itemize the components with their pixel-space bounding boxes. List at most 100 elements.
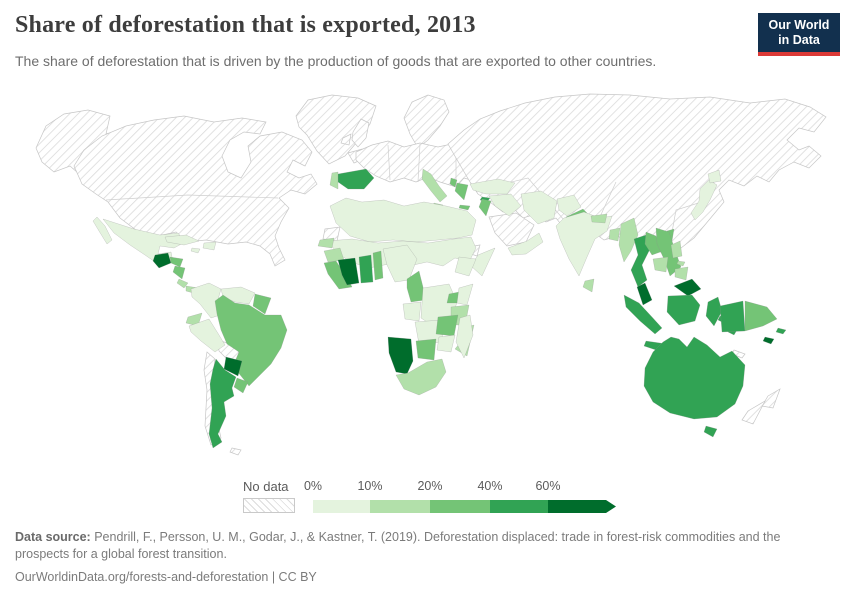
country-indonesia-papua[interactable] (719, 300, 746, 333)
country-senegal[interactable] (317, 237, 335, 249)
country-costa-rica[interactable] (176, 278, 189, 289)
country-nicaragua[interactable] (172, 265, 186, 280)
region-israel-jordan[interactable] (478, 198, 492, 217)
country-united-kingdom[interactable] (351, 118, 370, 148)
country-kenya[interactable] (456, 283, 474, 306)
country-cote-divoire[interactable] (337, 257, 360, 286)
country-australia[interactable] (643, 336, 746, 420)
country-zambia[interactable] (435, 314, 459, 337)
country-philippines-visayas[interactable] (676, 260, 686, 267)
owid-logo[interactable]: Our World in Data (758, 13, 840, 56)
country-namibia[interactable] (387, 336, 414, 375)
country-cambodia[interactable] (652, 256, 669, 273)
map-legend: No data 0% 10% 20% 40% 60% (243, 479, 625, 515)
country-brazil[interactable] (214, 294, 288, 387)
region-guyanas[interactable] (252, 293, 272, 315)
region-yemen-oman[interactable] (507, 232, 544, 256)
country-hispaniola[interactable] (202, 241, 217, 251)
country-malaysia-borneo[interactable] (673, 278, 702, 297)
page-title: Share of deforestation that is exported,… (15, 12, 476, 38)
legend-no-data-swatch[interactable] (243, 498, 295, 513)
us-canada-border (105, 194, 279, 201)
country-mexico-baja[interactable] (92, 216, 113, 245)
country-malaysia-peninsula[interactable] (636, 282, 653, 306)
country-nepal[interactable] (590, 213, 608, 224)
legend-tick-40: 40% (477, 479, 503, 493)
country-zimbabwe[interactable] (436, 334, 456, 353)
country-spain[interactable] (337, 168, 375, 190)
legend-bin-10-20[interactable] (370, 500, 430, 513)
legend-no-data-label: No data (243, 479, 289, 494)
country-guatemala[interactable] (152, 252, 172, 269)
region-sierra-leone-liberia[interactable] (323, 260, 353, 290)
country-madagascar[interactable] (455, 314, 474, 359)
country-papua-new-guinea[interactable] (744, 300, 778, 332)
country-bangladesh[interactable] (608, 227, 621, 242)
country-philippines-mindanao[interactable] (674, 266, 689, 281)
region-syria-iraq[interactable] (488, 193, 522, 217)
owid-url-link[interactable]: OurWorldinData.org/forests-and-deforesta… (15, 570, 317, 584)
legend-bin-40-60[interactable] (490, 500, 548, 513)
country-indonesia-sumatra[interactable] (623, 294, 663, 335)
country-ghana[interactable] (358, 254, 374, 284)
country-turkey[interactable] (469, 178, 516, 195)
country-greece[interactable] (454, 182, 469, 201)
country-crete[interactable] (458, 204, 471, 211)
legend-bin-20-40[interactable] (430, 500, 490, 513)
country-laos[interactable] (644, 231, 664, 256)
country-mexico[interactable] (102, 218, 186, 265)
country-afghanistan[interactable] (556, 194, 582, 217)
country-australia-tasmania[interactable] (703, 425, 718, 438)
country-myanmar[interactable] (618, 217, 639, 263)
region-north-africa[interactable] (329, 197, 477, 243)
country-italy[interactable] (421, 168, 448, 203)
country-indonesia-sulawesi[interactable] (705, 296, 723, 327)
solomon-islands[interactable] (775, 327, 787, 335)
legend-tick-0: 0% (303, 479, 323, 493)
chart-subtitle: The share of deforestation that is drive… (15, 53, 657, 69)
falkland-islands[interactable] (229, 447, 242, 456)
country-new-zealand-south[interactable] (741, 400, 766, 425)
chart-footer: Data source: Pendrill, F., Persson, U. M… (15, 529, 820, 586)
region-scandinavia[interactable] (403, 94, 450, 149)
country-new-zealand-north[interactable] (761, 388, 781, 409)
country-uruguay[interactable] (233, 377, 249, 394)
owid-logo-line2: in Data (778, 33, 820, 47)
country-jamaica[interactable] (190, 247, 201, 254)
country-peru[interactable] (188, 318, 226, 353)
region-togo-benin[interactable] (372, 250, 384, 281)
country-indonesia-kalimantan[interactable] (666, 294, 701, 326)
country-iran[interactable] (520, 190, 558, 225)
country-philippines-luzon[interactable] (670, 240, 683, 259)
country-portugal[interactable] (329, 171, 339, 190)
data-source-note: Data source: Pendrill, F., Persson, U. M… (15, 529, 820, 563)
license-line: OurWorldinData.org/forests-and-deforesta… (15, 569, 820, 586)
owid-logo-line1: Our World (768, 18, 830, 32)
owid-logo-red-strip (758, 52, 840, 56)
region-canada-usa[interactable] (73, 115, 318, 267)
legend-tick-60: 60% (535, 479, 561, 493)
country-cuba[interactable] (164, 234, 200, 246)
legend-bin-0-10[interactable] (313, 500, 370, 513)
country-south-africa[interactable] (395, 358, 447, 396)
legend-bin-60-plus[interactable] (548, 500, 616, 513)
country-albania[interactable] (449, 177, 458, 188)
world-map[interactable] (8, 90, 843, 475)
country-honduras[interactable] (169, 256, 184, 268)
legend-color-bar: 0% 10% 20% 40% 60% (304, 479, 625, 515)
country-ethiopia[interactable] (454, 256, 477, 277)
country-japan-hokkaido[interactable] (707, 169, 722, 184)
country-fiji[interactable] (762, 336, 775, 345)
country-india[interactable] (555, 211, 613, 277)
country-argentina[interactable] (208, 358, 237, 449)
legend-tick-10: 10% (357, 479, 383, 493)
country-botswana[interactable] (415, 338, 437, 361)
country-ireland[interactable] (340, 133, 352, 146)
country-sri-lanka[interactable] (582, 278, 595, 293)
data-source-label: Data source: (15, 530, 91, 544)
region-gabon-congo[interactable] (402, 301, 422, 322)
legend-tick-20: 20% (417, 479, 443, 493)
world-map-svg[interactable] (8, 90, 843, 475)
country-paraguay[interactable] (223, 356, 243, 377)
